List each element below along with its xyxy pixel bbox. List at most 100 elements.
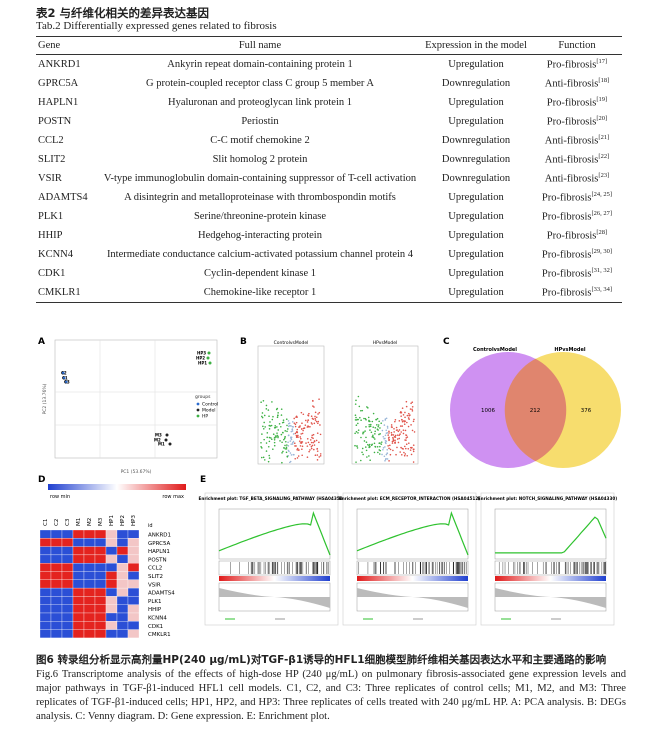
volcano-point	[355, 419, 358, 421]
cell-text: G protein-coupled receptor class C group…	[145, 78, 375, 89]
heat-cell	[116, 612, 129, 622]
cell-text: ADAMTS4	[38, 192, 88, 203]
column-label: M1	[76, 518, 82, 526]
heat-cell	[39, 538, 52, 547]
volcano-point	[272, 415, 274, 418]
enrichment-curve	[218, 510, 331, 556]
volcano-point	[406, 421, 408, 424]
volcano-point	[287, 428, 289, 430]
heat-cell	[94, 538, 107, 547]
volcano-point	[396, 434, 399, 436]
volcano-point	[263, 421, 265, 424]
table-row: PLK1 Serine/threonine-protein kinase Upreg…	[36, 207, 622, 226]
volcano-point	[304, 424, 307, 426]
volcano-point	[376, 424, 378, 426]
volcano-point	[282, 447, 285, 449]
volcano-point	[393, 431, 395, 433]
heat-cell	[50, 579, 63, 589]
volcano-point	[377, 425, 380, 428]
volcano-point	[412, 420, 415, 423]
heat-cell	[61, 554, 74, 564]
volcano-point	[297, 455, 300, 457]
volcano-point	[285, 446, 288, 449]
cell-text: Downregulation	[441, 78, 511, 89]
volcano-point	[312, 433, 315, 436]
cell-text: Anti-fibrosis	[544, 78, 599, 90]
table-cell: Pro-fibrosis[19]	[532, 93, 622, 112]
volcano-point	[266, 432, 269, 434]
volcano-point	[277, 412, 279, 414]
volcano-point	[403, 451, 405, 454]
table-cell: VSIR	[36, 169, 100, 188]
volcano-point	[265, 442, 268, 444]
enrichment-curve	[495, 516, 607, 554]
volcano-point	[386, 427, 389, 429]
volcano-point	[309, 425, 311, 428]
volcano-point	[265, 404, 268, 407]
heat-cell	[50, 554, 63, 564]
table-row: HAPLN1 Hyaluronan and proteoglycan link p…	[36, 93, 622, 112]
volcano-point	[296, 430, 298, 433]
table-title-cn: 表2 与纤维化相关的差异表达基因	[36, 6, 210, 20]
volcano-point	[290, 454, 293, 456]
cell-text: Upregulation	[448, 268, 504, 279]
volcano-point	[306, 445, 309, 447]
volcano-point	[373, 438, 376, 440]
heat-cell	[116, 596, 129, 605]
reference: [19]	[596, 96, 608, 104]
volcano-point	[261, 433, 263, 435]
volcano-point	[318, 456, 321, 458]
volcano-point	[412, 450, 415, 453]
heat-cell	[83, 596, 96, 605]
volcano-point	[319, 433, 322, 436]
heat-cell	[83, 579, 96, 589]
volcano-point	[261, 412, 264, 414]
volcano-point	[285, 451, 288, 454]
volcano-point	[388, 439, 390, 442]
heat-cell	[72, 529, 85, 539]
enrichment-plots: Enrichment plot: TGF_BETA_SIGNALING_PATH…	[199, 492, 617, 626]
table-cell: POSTN	[36, 112, 100, 131]
volcano-point	[313, 444, 316, 446]
table-cell: GPRC5A	[36, 74, 100, 93]
volcano-point	[372, 426, 375, 428]
heat-cell	[50, 546, 63, 556]
gene-label: VSIR	[148, 582, 161, 588]
volcano-point	[385, 442, 387, 445]
reference: [20]	[596, 115, 608, 123]
volcano-point	[287, 434, 290, 436]
heat-cell	[94, 621, 107, 630]
heat-cell	[83, 571, 96, 580]
volcano-point	[307, 425, 309, 427]
volcano-point	[286, 430, 288, 433]
reference: [26, 27]	[591, 210, 613, 218]
heat-cell	[39, 621, 52, 630]
volcano-point	[317, 420, 320, 423]
volcano-point	[287, 445, 290, 447]
cell-text: Upregulation	[448, 249, 504, 260]
table-cell: A disintegrin and metalloproteinase with…	[100, 188, 420, 207]
score-box	[218, 508, 331, 560]
reference: [21]	[598, 134, 610, 142]
cell-text: Anti-fibrosis	[544, 135, 599, 147]
volcano-point	[403, 419, 405, 422]
heat-cell	[127, 596, 140, 605]
column-label: C3	[65, 518, 71, 526]
volcano-point	[399, 425, 402, 427]
venn-overlap	[504, 358, 567, 462]
point-label: C3	[64, 380, 70, 385]
volcano-point	[388, 432, 390, 434]
gene-label: CDK1	[148, 624, 163, 630]
volcano-point	[315, 439, 318, 442]
heat-cell	[94, 604, 107, 614]
volcano-point	[260, 445, 262, 448]
ranked-metric	[219, 588, 330, 608]
cell-text: Pro-fibrosis	[546, 59, 597, 71]
volcano-point	[404, 439, 406, 441]
heat-cell	[39, 529, 52, 539]
volcano-point	[295, 434, 298, 437]
cell-text: Periostin	[241, 116, 279, 127]
heat-cell	[72, 538, 85, 547]
volcano-point	[273, 437, 276, 439]
heat-cell	[127, 571, 140, 580]
